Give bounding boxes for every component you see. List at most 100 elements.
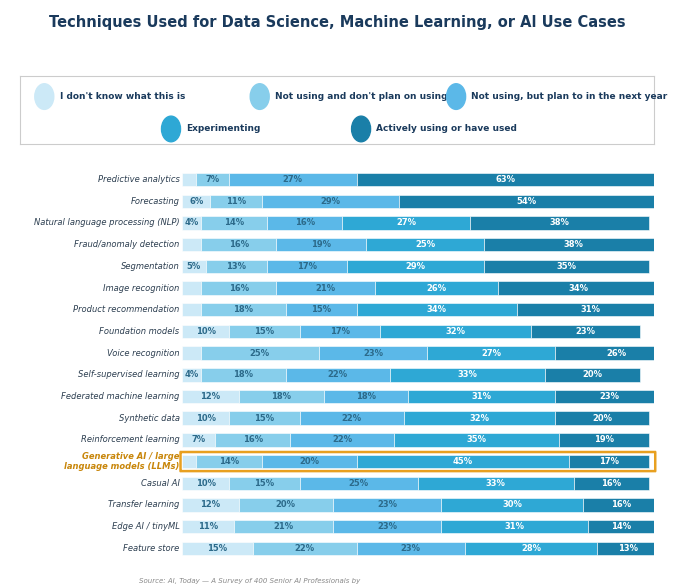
Text: Edge AI / tinyML: Edge AI / tinyML bbox=[112, 522, 179, 531]
Text: 22%: 22% bbox=[328, 370, 348, 379]
Bar bbox=[342, 216, 470, 230]
Bar bbox=[531, 325, 640, 338]
Bar bbox=[517, 303, 663, 316]
Text: Not using, but plan to in the next year: Not using, but plan to in the next year bbox=[471, 92, 667, 101]
Bar bbox=[234, 520, 333, 534]
Text: 33%: 33% bbox=[458, 370, 477, 379]
Text: 23%: 23% bbox=[377, 501, 397, 510]
Bar bbox=[182, 433, 215, 447]
Text: Federated machine learning: Federated machine learning bbox=[61, 392, 179, 401]
Bar bbox=[182, 498, 239, 512]
Text: 22%: 22% bbox=[295, 544, 315, 553]
Bar bbox=[380, 325, 531, 338]
Ellipse shape bbox=[35, 84, 54, 109]
Text: Generative AI / large
language models (LLMs): Generative AI / large language models (L… bbox=[64, 452, 179, 471]
Text: Predictive analytics: Predictive analytics bbox=[98, 175, 179, 184]
Text: 15%: 15% bbox=[255, 327, 274, 336]
Bar bbox=[290, 433, 394, 447]
Text: 38%: 38% bbox=[549, 218, 570, 227]
Bar bbox=[324, 390, 408, 403]
Ellipse shape bbox=[162, 116, 181, 142]
Text: Transfer learning: Transfer learning bbox=[109, 501, 179, 510]
Text: I don't know what this is: I don't know what this is bbox=[59, 92, 185, 101]
Text: 16%: 16% bbox=[295, 218, 315, 227]
Bar bbox=[182, 325, 229, 338]
Bar bbox=[196, 173, 229, 186]
Bar bbox=[262, 455, 357, 468]
Text: Product recommendation: Product recommendation bbox=[73, 305, 179, 314]
Text: 54%: 54% bbox=[516, 197, 537, 205]
Ellipse shape bbox=[352, 116, 371, 142]
Text: 12%: 12% bbox=[200, 501, 220, 510]
Bar bbox=[441, 520, 588, 534]
Bar bbox=[588, 520, 654, 534]
Text: Natural language processing (NLP): Natural language processing (NLP) bbox=[34, 218, 179, 227]
Bar bbox=[182, 390, 239, 403]
Text: 23%: 23% bbox=[599, 392, 619, 401]
Text: Reinforcement learning: Reinforcement learning bbox=[81, 436, 179, 444]
Text: Forecasting: Forecasting bbox=[131, 197, 179, 205]
Bar bbox=[465, 542, 597, 555]
Text: 38%: 38% bbox=[563, 240, 584, 249]
Text: 63%: 63% bbox=[495, 175, 515, 184]
Bar bbox=[375, 281, 498, 295]
Text: 27%: 27% bbox=[396, 218, 416, 227]
Text: 10%: 10% bbox=[195, 327, 216, 336]
Bar bbox=[239, 498, 333, 512]
Bar bbox=[484, 238, 663, 251]
Bar bbox=[498, 281, 658, 295]
Bar bbox=[239, 390, 324, 403]
Bar bbox=[333, 520, 441, 534]
Text: Image recognition: Image recognition bbox=[103, 284, 179, 292]
Bar bbox=[555, 390, 663, 403]
Bar bbox=[182, 346, 201, 360]
Bar bbox=[555, 346, 674, 360]
Text: 26%: 26% bbox=[606, 349, 626, 357]
Bar bbox=[182, 281, 201, 295]
Text: 34%: 34% bbox=[568, 284, 588, 292]
Bar bbox=[390, 368, 545, 382]
Text: 7%: 7% bbox=[191, 436, 206, 444]
Bar bbox=[210, 194, 262, 208]
Text: 23%: 23% bbox=[363, 349, 383, 357]
Bar bbox=[206, 259, 267, 273]
Bar bbox=[276, 281, 375, 295]
Text: 15%: 15% bbox=[255, 414, 274, 423]
Bar bbox=[182, 238, 201, 251]
Bar bbox=[182, 259, 206, 273]
Bar bbox=[357, 303, 517, 316]
Text: 35%: 35% bbox=[557, 262, 576, 271]
Text: 25%: 25% bbox=[349, 479, 369, 488]
Bar bbox=[201, 216, 267, 230]
Text: Not using and don't plan on using: Not using and don't plan on using bbox=[275, 92, 448, 101]
Text: 16%: 16% bbox=[228, 284, 249, 292]
Text: Techniques Used for Data Science, Machine Learning, or Al Use Cases: Techniques Used for Data Science, Machin… bbox=[49, 15, 625, 30]
Bar bbox=[470, 216, 649, 230]
Text: 23%: 23% bbox=[401, 544, 421, 553]
Bar bbox=[545, 368, 640, 382]
Text: Fraud/anomaly detection: Fraud/anomaly detection bbox=[74, 240, 179, 249]
Bar bbox=[182, 477, 229, 490]
Text: 16%: 16% bbox=[611, 501, 631, 510]
Bar bbox=[182, 194, 210, 208]
Text: 12%: 12% bbox=[200, 392, 220, 401]
Bar bbox=[201, 238, 276, 251]
Bar bbox=[196, 455, 262, 468]
Bar bbox=[484, 259, 649, 273]
Bar bbox=[319, 346, 427, 360]
Bar bbox=[408, 390, 555, 403]
Text: 10%: 10% bbox=[195, 479, 216, 488]
Text: 23%: 23% bbox=[576, 327, 595, 336]
Text: 16%: 16% bbox=[243, 436, 263, 444]
Text: 20%: 20% bbox=[299, 457, 319, 466]
Bar bbox=[300, 477, 418, 490]
Bar bbox=[182, 411, 229, 425]
Bar bbox=[357, 542, 465, 555]
Bar bbox=[201, 303, 286, 316]
Text: 32%: 32% bbox=[469, 414, 489, 423]
Text: Actively using or have used: Actively using or have used bbox=[376, 124, 517, 133]
Text: 21%: 21% bbox=[274, 522, 293, 531]
Text: 17%: 17% bbox=[330, 327, 350, 336]
Text: Self-supervised learning: Self-supervised learning bbox=[78, 370, 179, 379]
Bar bbox=[286, 368, 390, 382]
